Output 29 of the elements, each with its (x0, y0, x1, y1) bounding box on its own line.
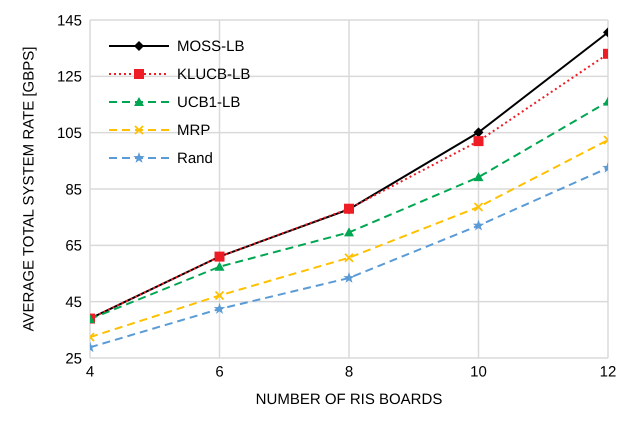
point (474, 202, 484, 212)
point (214, 302, 226, 314)
legend-label: MOSS-LB (177, 38, 245, 54)
x-tick-label: 6 (215, 364, 224, 381)
y-tick-label: 85 (65, 181, 82, 198)
y-tick-label: 125 (56, 68, 82, 86)
point (343, 272, 355, 283)
y-tick-label: 25 (65, 350, 82, 368)
legend-label: Rand (177, 150, 213, 166)
x-tick-label: 12 (600, 364, 616, 381)
point (344, 252, 354, 263)
legend-label: KLUCB-LB (177, 66, 250, 82)
point (214, 262, 224, 271)
x-axis-title: NUMBER OF RIS BOARDS (256, 391, 442, 408)
y-tick-label: 45 (65, 294, 82, 311)
y-tick-label: 145 (56, 12, 82, 30)
y-tick-label: 105 (56, 124, 82, 142)
point (214, 290, 224, 300)
point (474, 172, 484, 182)
point (344, 227, 354, 236)
x-tick-label: 10 (470, 364, 487, 381)
y-tick-label: 65 (65, 238, 82, 255)
x-tick-label: 4 (86, 364, 94, 381)
x-tick-label: 8 (344, 364, 354, 381)
legend-label: MRP (177, 122, 210, 138)
legend-label: UCB1-LB (177, 94, 240, 110)
y-axis-title: AVERAGE TOTAL SYSTEM RATE [GBPS] (20, 46, 38, 332)
point (474, 136, 484, 146)
point (472, 220, 484, 230)
